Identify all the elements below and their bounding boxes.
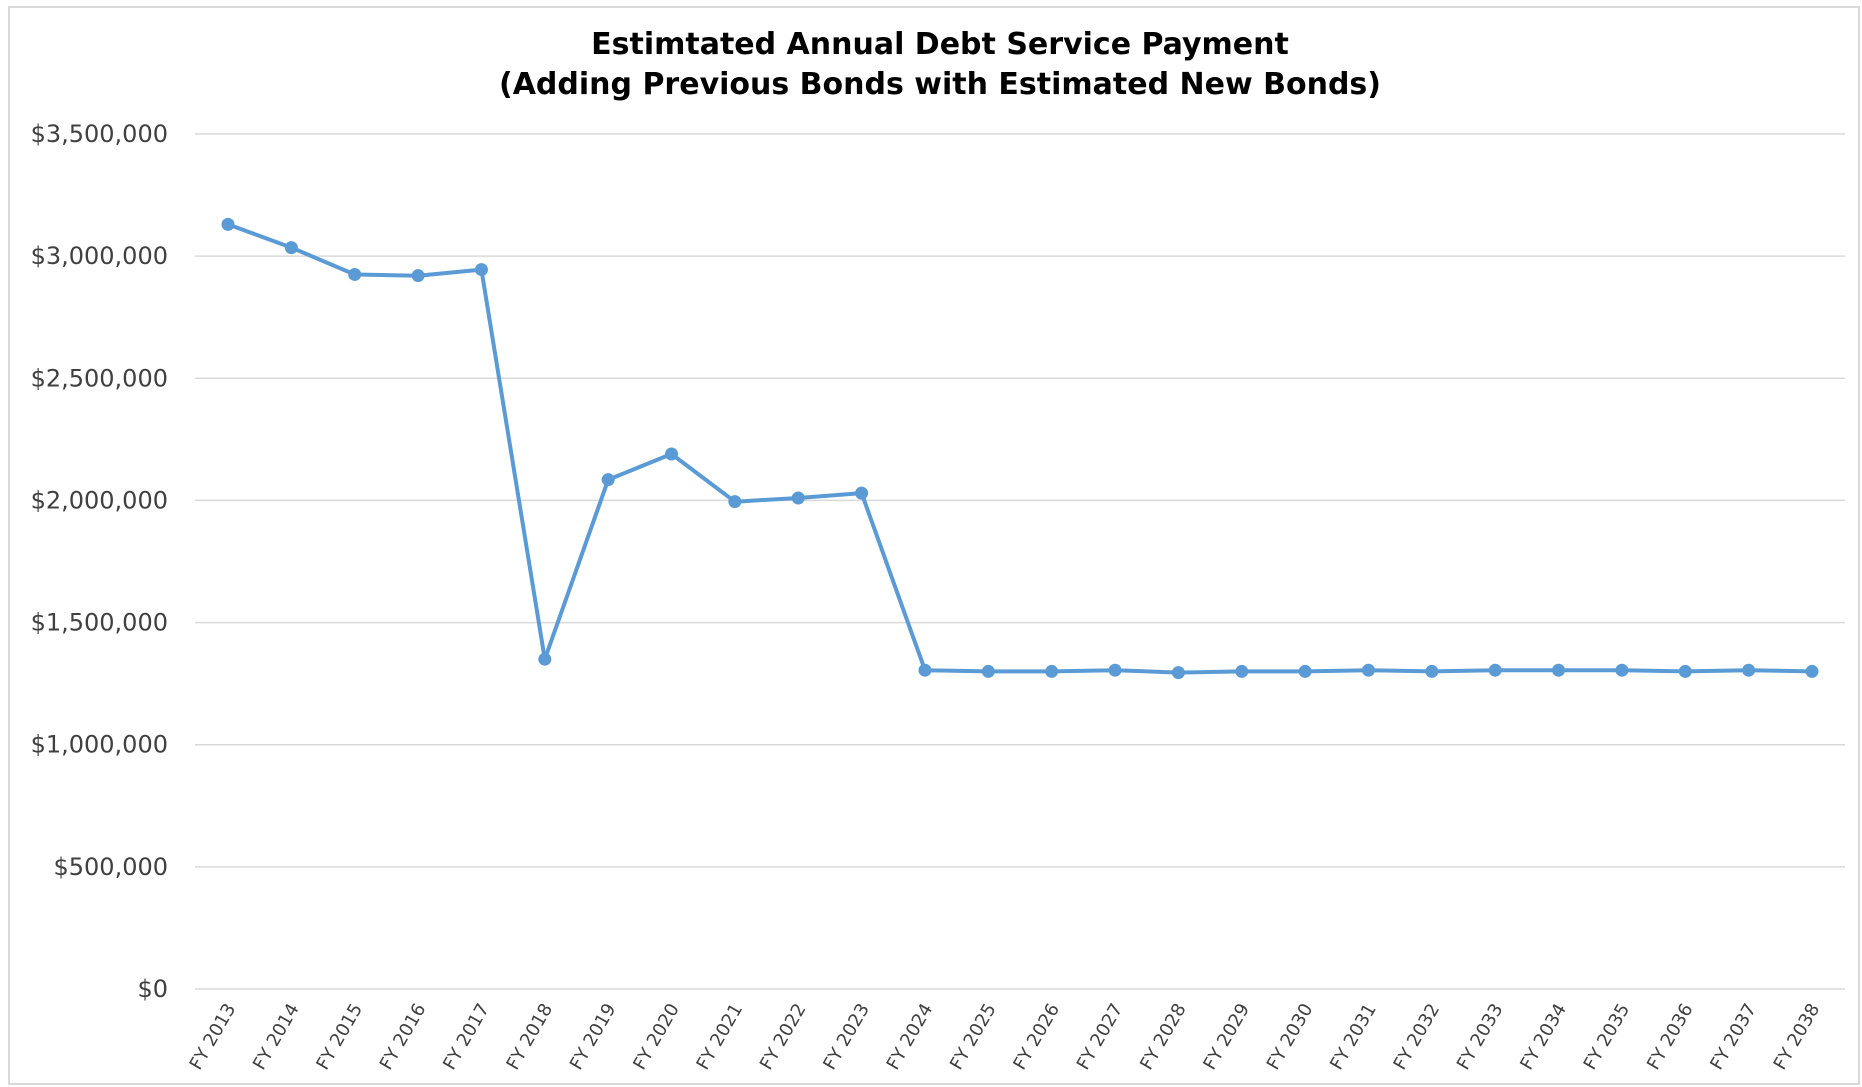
y-tick-label: $2,000,000: [31, 486, 168, 514]
x-tick-label: FY 2033: [1453, 1000, 1508, 1074]
data-point: [348, 267, 362, 281]
x-tick-label: FY 2014: [249, 1000, 304, 1074]
data-point: [1171, 666, 1185, 680]
data-point: [1425, 664, 1439, 678]
x-tick-label: FY 2030: [1263, 1000, 1318, 1074]
chart-subtitle: (Adding Previous Bonds with Estimated Ne…: [499, 67, 1381, 102]
y-tick-label: $3,000,000: [31, 242, 168, 270]
data-point: [1678, 664, 1692, 678]
x-tick-label: FY 2028: [1136, 1000, 1191, 1074]
y-tick-label: $1,500,000: [31, 609, 168, 637]
x-tick-label: FY 2019: [566, 1000, 621, 1074]
x-tick-label: FY 2013: [186, 1000, 241, 1074]
data-point: [1615, 663, 1629, 677]
y-tick-label: $0: [137, 975, 168, 1003]
data-point: [411, 269, 425, 283]
x-tick-label: FY 2031: [1326, 1000, 1381, 1074]
x-tick-label: FY 2038: [1770, 1000, 1825, 1074]
data-point: [1805, 664, 1819, 678]
x-tick-label: FY 2025: [946, 1000, 1001, 1074]
x-tick-label: FY 2034: [1516, 1000, 1571, 1074]
x-tick-label: FY 2035: [1580, 1000, 1635, 1074]
data-point: [918, 663, 932, 677]
gridlines: [195, 133, 1845, 990]
data-point: [1108, 663, 1122, 677]
x-tick-label: FY 2027: [1073, 1000, 1128, 1074]
x-tick-label: FY 2023: [819, 1000, 874, 1074]
y-tick-label: $1,000,000: [31, 731, 168, 759]
x-tick-label: FY 2018: [502, 1000, 557, 1074]
x-tick-label: FY 2015: [312, 1000, 367, 1074]
x-tick-label: FY 2021: [693, 1000, 748, 1074]
data-point: [791, 491, 805, 505]
data-point: [474, 263, 488, 277]
y-axis-tick-labels: $0 $500,000 $1,000,000 $1,500,000 $2,000,000…: [31, 120, 168, 1003]
data-point: [538, 652, 552, 666]
data-point: [855, 486, 869, 500]
data-point: [1552, 663, 1566, 677]
chart-title: Estimtated Annual Debt Service Payment: [591, 27, 1289, 62]
data-point: [665, 447, 679, 461]
x-tick-label: FY 2026: [1009, 1000, 1064, 1074]
x-tick-label: FY 2029: [1199, 1000, 1254, 1074]
x-tick-label: FY 2016: [376, 1000, 431, 1074]
data-point: [1488, 663, 1502, 677]
x-tick-label: FY 2017: [439, 1000, 494, 1074]
data-point: [1045, 664, 1059, 678]
y-tick-label: $2,500,000: [31, 364, 168, 392]
x-axis-tick-labels: FY 2013 FY 2014 FY 2015 FY 2016 FY 2017 FY 20…: [186, 1000, 1825, 1074]
series-layer: [221, 217, 1819, 680]
y-tick-label: $500,000: [53, 853, 168, 881]
x-tick-label: FY 2037: [1706, 1000, 1761, 1074]
data-point: [284, 241, 298, 255]
y-tick-label: $3,500,000: [31, 120, 168, 148]
x-tick-label: FY 2022: [756, 1000, 811, 1074]
data-point: [221, 217, 235, 231]
data-point: [1742, 663, 1756, 677]
x-tick-label: FY 2024: [883, 1000, 938, 1074]
data-point: [981, 664, 995, 678]
data-point: [728, 495, 742, 509]
x-tick-label: FY 2036: [1643, 1000, 1698, 1074]
data-point: [1235, 664, 1249, 678]
series-line: [227, 222, 1813, 675]
data-point: [1298, 664, 1312, 678]
x-tick-label: FY 2020: [629, 1000, 684, 1074]
data-point: [601, 473, 615, 487]
x-tick-label: FY 2032: [1390, 1000, 1445, 1074]
chart-frame: [8, 6, 1860, 1085]
data-point: [1361, 663, 1375, 677]
